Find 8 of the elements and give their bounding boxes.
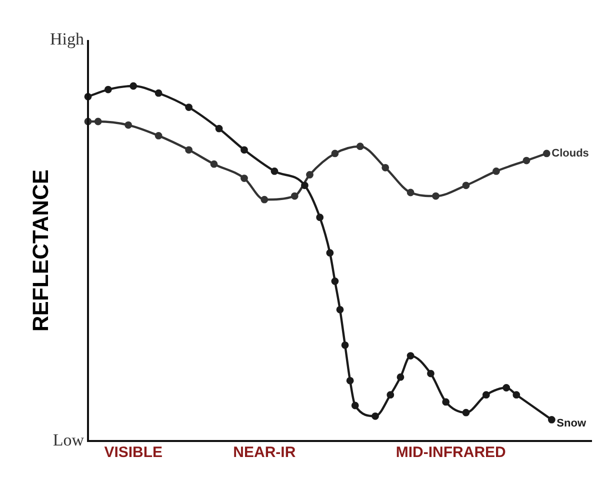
series-label: Snow xyxy=(556,418,586,430)
y-axis-title: REFLECTANCE xyxy=(28,169,54,332)
text: Low xyxy=(52,430,85,450)
series-label: Clouds xyxy=(552,147,589,160)
x-tick-label: NEAR-IR xyxy=(233,444,296,462)
x-tick-label: MID-INFRARED xyxy=(396,444,506,462)
text: High xyxy=(50,29,84,48)
x-tick-label: VISIBLE xyxy=(104,444,163,462)
